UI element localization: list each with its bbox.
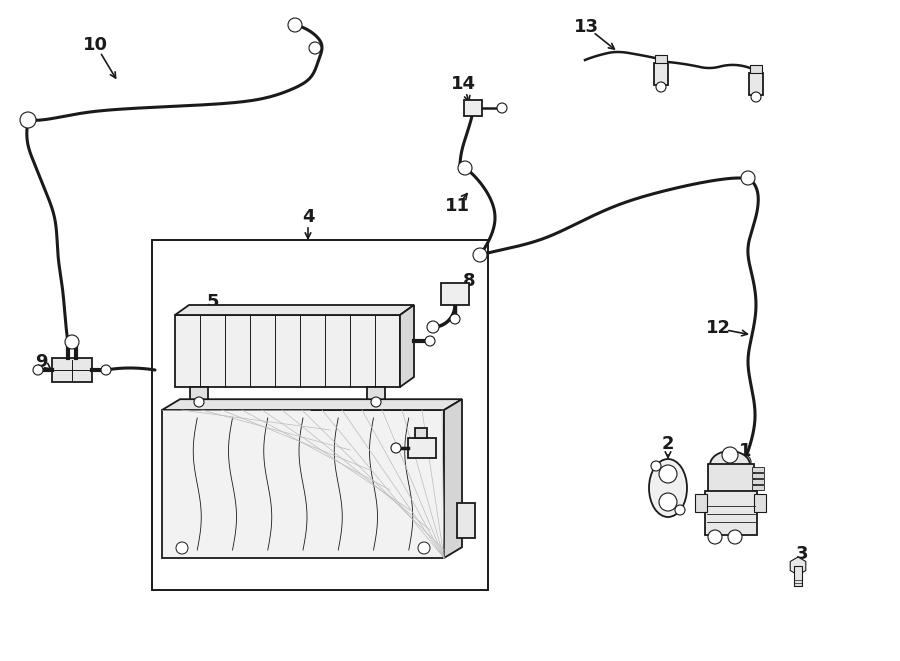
Ellipse shape	[710, 451, 750, 479]
Bar	[708, 464, 754, 492]
Circle shape	[425, 336, 435, 346]
Circle shape	[450, 314, 460, 324]
Circle shape	[741, 171, 755, 185]
Polygon shape	[175, 305, 414, 315]
Bar	[754, 494, 766, 512]
Text: 9: 9	[35, 353, 48, 371]
Circle shape	[656, 82, 666, 92]
Bar	[749, 73, 763, 95]
Circle shape	[20, 112, 36, 128]
Circle shape	[458, 161, 472, 175]
Polygon shape	[444, 399, 462, 558]
Circle shape	[737, 455, 751, 469]
Bar	[752, 467, 764, 472]
Bar	[457, 503, 475, 538]
Text: 10: 10	[84, 36, 108, 54]
Circle shape	[651, 461, 661, 471]
Text: 5: 5	[207, 293, 220, 311]
Text: 6: 6	[277, 541, 290, 559]
Text: 13: 13	[574, 18, 599, 36]
Bar	[655, 55, 667, 63]
Ellipse shape	[649, 459, 687, 517]
Circle shape	[427, 321, 439, 333]
Bar	[705, 491, 757, 535]
Polygon shape	[790, 557, 806, 575]
Circle shape	[33, 365, 43, 375]
Bar	[415, 428, 427, 438]
Polygon shape	[367, 387, 385, 407]
Circle shape	[708, 530, 722, 544]
Bar	[752, 479, 764, 484]
Circle shape	[497, 103, 507, 113]
Circle shape	[371, 397, 381, 407]
Text: 11: 11	[445, 197, 470, 215]
Circle shape	[722, 447, 738, 463]
Circle shape	[675, 505, 685, 515]
Bar	[152, 240, 488, 590]
Bar	[654, 63, 668, 85]
Bar	[52, 358, 92, 382]
Circle shape	[194, 397, 204, 407]
Bar	[752, 473, 764, 478]
Circle shape	[473, 248, 487, 262]
Text: 12: 12	[706, 319, 731, 338]
Circle shape	[418, 542, 430, 554]
Circle shape	[728, 530, 742, 544]
Circle shape	[309, 42, 321, 54]
Bar	[695, 494, 707, 512]
Text: 4: 4	[302, 208, 314, 226]
Text: 3: 3	[796, 545, 808, 563]
Circle shape	[659, 465, 677, 483]
Circle shape	[65, 335, 79, 349]
Circle shape	[391, 443, 401, 453]
Circle shape	[176, 542, 188, 554]
Polygon shape	[190, 387, 208, 407]
Bar	[752, 485, 764, 490]
Polygon shape	[400, 305, 414, 387]
Bar	[464, 100, 482, 116]
Text: 7: 7	[406, 416, 419, 434]
Bar	[794, 566, 802, 586]
Circle shape	[659, 493, 677, 511]
Text: 14: 14	[451, 75, 476, 93]
Text: 2: 2	[662, 435, 674, 453]
Circle shape	[101, 365, 111, 375]
Text: 1: 1	[739, 442, 752, 459]
Bar	[750, 65, 762, 73]
Text: 8: 8	[464, 272, 476, 290]
Bar	[162, 410, 444, 558]
Bar	[408, 438, 436, 458]
Bar	[441, 283, 469, 305]
Circle shape	[288, 18, 302, 32]
Bar	[175, 315, 400, 387]
Polygon shape	[162, 399, 462, 410]
Circle shape	[751, 92, 761, 102]
